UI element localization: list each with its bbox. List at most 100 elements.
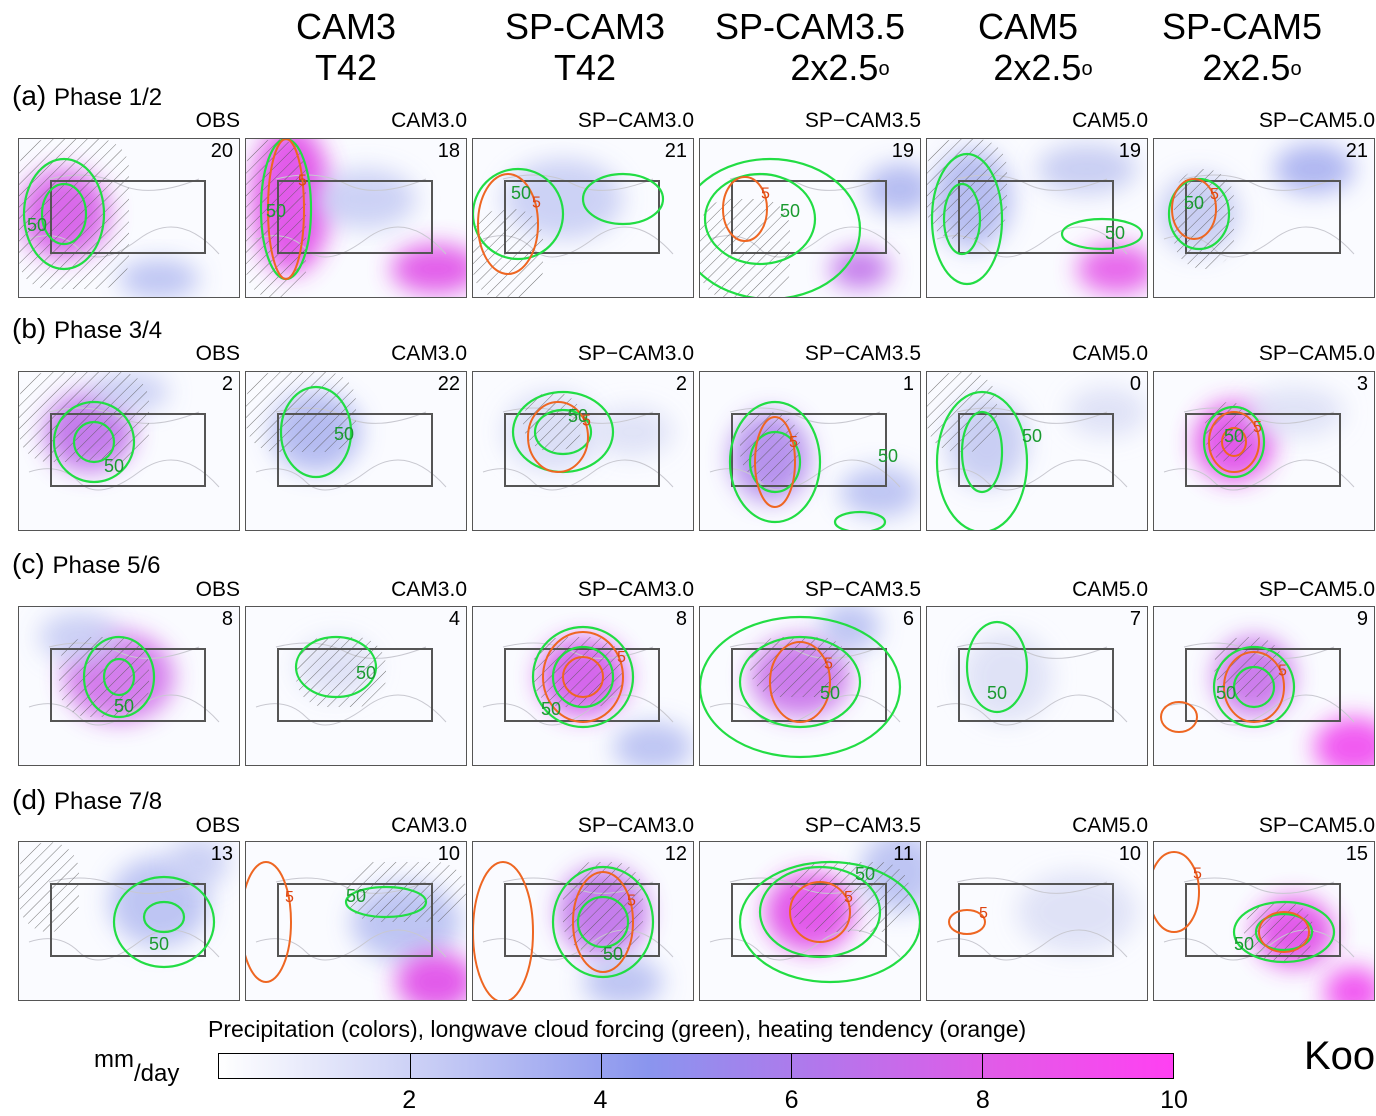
green-contour [1232, 900, 1336, 964]
green-contour [72, 420, 116, 464]
map-panel: 50 4 [245, 606, 467, 766]
green-contour [1212, 645, 1296, 729]
green-contour [703, 172, 817, 266]
map-svg: 50 [28, 612, 220, 726]
green-contour-label: 50 [820, 683, 840, 703]
map-panel: 50 22 [245, 371, 467, 531]
green-contour-label: 50 [511, 183, 531, 203]
event-count: 15 [1345, 843, 1368, 865]
row-letter: (d) [12, 784, 54, 815]
panel-title: SP−CAM5.0 [1258, 109, 1375, 132]
colorbar-tick-label: 2 [402, 1086, 417, 1114]
map-svg: 50 5 [700, 607, 902, 759]
significance-hatching [19, 842, 79, 932]
panel-title: SP−CAM3.0 [577, 342, 694, 365]
precipitation-blob [962, 632, 1052, 722]
map-panel: 50 20 [18, 138, 240, 298]
analysis-box [50, 883, 206, 957]
green-contour-label: 50 [149, 934, 169, 954]
event-count: 3 [1356, 373, 1368, 395]
green-contour [82, 635, 156, 719]
map-svg: 50 5 [246, 139, 466, 297]
event-count: 10 [437, 843, 460, 865]
green-contour [581, 172, 665, 226]
row-label: (d) Phase 7/8 [12, 784, 162, 816]
green-contour [728, 400, 822, 524]
map-panel: 50 13 [18, 841, 240, 1001]
event-count: 19 [891, 140, 914, 162]
event-count: 4 [448, 608, 460, 630]
significance-hatching [1204, 402, 1254, 462]
orange-contour [789, 881, 851, 943]
map-svg: 50 5 [1163, 387, 1355, 491]
analysis-box [958, 648, 1114, 722]
panel-title: OBS [195, 814, 240, 837]
map-panel: 50 5 21 [472, 138, 694, 298]
map-svg: 50 5 [473, 861, 674, 1000]
event-count: 8 [675, 608, 687, 630]
column-header-cam5: CAM5 2x2.5o [908, 6, 1148, 88]
row-phase-label: Phase 3/4 [54, 317, 163, 344]
precipitation-blob [583, 957, 663, 1000]
precipitation-blob [820, 607, 880, 652]
green-contour [576, 895, 630, 949]
row-phase-label: Phase 5/6 [52, 552, 161, 579]
significance-hatching [1174, 169, 1234, 269]
green-contour-label: 50 [104, 456, 124, 476]
event-count: 6 [902, 608, 914, 630]
panel-title: CAM5.0 [1072, 814, 1148, 837]
green-contour [1232, 665, 1276, 709]
colorbar-tick-label: 6 [784, 1086, 799, 1114]
green-contour [833, 510, 887, 530]
orange-contour [948, 909, 986, 935]
panel-title: CAM5.0 [1072, 578, 1148, 601]
orange-contour-label: 5 [1193, 866, 1202, 883]
map-svg: 50 5 [482, 625, 693, 765]
event-count: 22 [437, 373, 460, 395]
orange-contour [477, 173, 539, 275]
orange-contour-label: 5 [532, 194, 541, 211]
precipitation-blob [391, 244, 466, 294]
green-contour [965, 620, 1029, 714]
green-contour-label: 50 [266, 201, 286, 221]
precipitation-blob [1274, 144, 1354, 194]
significance-hatching [346, 862, 466, 922]
map-panel: 50 0 [926, 371, 1148, 531]
orange-contour-label: 5 [285, 889, 294, 906]
column-header-cam3: CAM3 T42 [226, 6, 466, 88]
map-svg: 50 [255, 635, 447, 726]
precipitation-blob [865, 164, 920, 214]
event-count: 1 [902, 373, 914, 395]
green-contour [279, 385, 353, 479]
map-svg: 50 5 [1159, 144, 1355, 269]
green-contour [551, 865, 655, 979]
column-header-line1: SP-CAM3.5 [714, 6, 906, 47]
map-svg: 5 [936, 872, 1137, 961]
panel-title: SP−CAM3.5 [804, 342, 921, 365]
analysis-box [731, 180, 887, 254]
column-header-line2: 2x2.5o [993, 47, 1093, 88]
column-header-line1: SP-CAM3 [504, 6, 666, 47]
green-contour-label: 50 [855, 864, 875, 884]
analysis-box [277, 883, 433, 957]
colorbar-tick [409, 1054, 411, 1078]
colorbar-tick-label: 4 [593, 1086, 608, 1114]
precipitation-blob [1244, 387, 1344, 437]
map-svg: 50 5 [709, 400, 920, 530]
event-count: 21 [1345, 140, 1368, 162]
map-panel: 50 5 12 [472, 841, 694, 1001]
green-contour [1254, 912, 1314, 952]
map-panel: 50 5 1 [699, 371, 921, 531]
column-header-sp-cam5: SP-CAM5 2x2.5o [1122, 6, 1362, 88]
map-panel: 50 5 3 [1153, 371, 1375, 531]
green-contour-label: 50 [1234, 934, 1254, 954]
analysis-box [731, 413, 887, 487]
orange-contour [572, 871, 634, 973]
column-header-line1: CAM3 [295, 6, 397, 47]
green-contour [40, 182, 88, 246]
map-panel: 50 5 9 [1153, 606, 1375, 766]
green-contour-label: 50 [27, 215, 47, 235]
orange-contour-label: 5 [979, 905, 988, 922]
green-contour [738, 635, 862, 729]
event-count: 10 [1118, 843, 1141, 865]
